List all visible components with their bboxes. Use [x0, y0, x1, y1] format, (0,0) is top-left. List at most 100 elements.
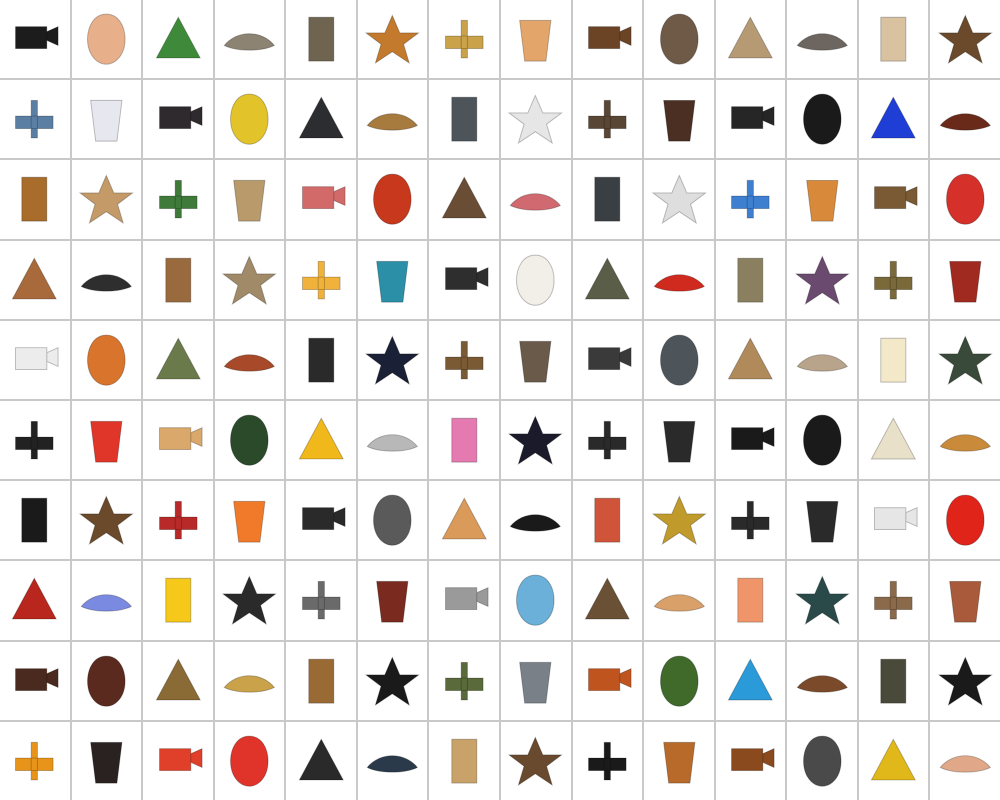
grid-cell: [787, 721, 857, 800]
grid-cell: [71, 641, 142, 720]
grid-cell: [644, 721, 714, 800]
grid-cell: [572, 561, 643, 640]
grid-cell: [0, 481, 70, 560]
cactus-icon: [158, 180, 198, 219]
rubber-glove-icon: [221, 575, 278, 626]
grid-cell: [71, 0, 142, 79]
rolling-pin-icon: [662, 741, 696, 784]
letter-s-icon: [376, 581, 409, 623]
grid-cell: [214, 721, 285, 800]
syringe-icon: [874, 581, 913, 620]
hat-icon: [444, 340, 484, 380]
grid-cell: [858, 160, 929, 239]
grid-cell: [572, 80, 643, 159]
grid-cell: [715, 240, 786, 319]
grid-cell: [286, 240, 356, 319]
grid-cell: [715, 641, 786, 720]
grid-cell: [71, 561, 142, 640]
high-heel-shoe-icon: [588, 741, 627, 781]
grid-cell: [500, 0, 571, 79]
grid-cell: [787, 481, 857, 560]
grid-cell: [0, 0, 70, 79]
grid-cell: [500, 481, 571, 560]
grid-cell: [429, 400, 499, 480]
citrus-juicer-icon: [90, 420, 123, 463]
grid-cell: [286, 561, 356, 640]
grid-cell: [286, 320, 356, 399]
ottoman-box-icon: [21, 497, 48, 543]
grid-cell: [143, 320, 213, 399]
trowel-icon: [796, 674, 848, 693]
gas-can-icon: [949, 260, 982, 303]
muffin-icon: [21, 177, 48, 222]
gingerbread-man-icon: [87, 334, 126, 386]
grid-cell: [644, 641, 714, 720]
grid-cell: [500, 160, 571, 239]
gannet-bird-icon: [508, 94, 564, 145]
propeller-icon: [874, 507, 918, 531]
side-table-icon: [15, 667, 60, 691]
bell-icon: [366, 113, 419, 131]
tortoise-icon: [880, 658, 907, 704]
takeout-box-icon: [945, 494, 985, 546]
grid-cell: [357, 160, 428, 239]
computer-mouse-icon: [870, 417, 917, 460]
dog-icon: [164, 257, 191, 303]
grid-cell: [143, 481, 213, 560]
grid-cell: [214, 240, 285, 319]
grid-cell: [143, 240, 213, 319]
grid-cell: [214, 481, 285, 560]
grid-cell: [930, 400, 1000, 480]
umbrella-icon: [937, 655, 993, 706]
jet-plane-icon: [15, 100, 55, 139]
grid-cell: [0, 400, 70, 480]
table-lamp-icon: [230, 414, 269, 466]
penguin-icon: [509, 514, 562, 532]
grid-cell: [214, 641, 285, 720]
grid-cell: [858, 400, 929, 480]
grid-cell: [214, 320, 285, 399]
grid-cell: [644, 400, 714, 480]
nightstand-icon: [78, 174, 135, 225]
squirrel-icon: [441, 176, 487, 219]
grid-cell: [715, 481, 786, 560]
grid-cell: [71, 400, 142, 480]
grid-cell: [858, 481, 929, 560]
grass-leaves-icon: [155, 336, 201, 380]
foot-icon: [594, 497, 621, 543]
grid-cell: [143, 80, 213, 159]
grid-cell: [429, 481, 499, 560]
grid-cell: [644, 160, 714, 239]
fawn-icon: [12, 256, 58, 299]
teddy-bear-icon: [308, 658, 335, 704]
pill-bug-icon: [937, 334, 993, 385]
grid-cell: [0, 80, 70, 159]
grid-cell: [71, 721, 142, 800]
grid-cell: [71, 80, 142, 159]
grid-cell: [858, 240, 929, 319]
grid-cell: [357, 320, 428, 399]
bathtub-icon: [298, 96, 344, 139]
sea-lion-icon: [584, 577, 631, 620]
ice-cream-cone-icon: [880, 337, 907, 383]
grid-cell: [286, 160, 356, 239]
arrowhead-icon: [880, 16, 907, 62]
bust-statue-icon: [584, 256, 631, 299]
grid-cell: [214, 0, 285, 79]
skull-icon: [796, 354, 848, 372]
grid-cell: [429, 160, 499, 239]
grid-cell: [286, 0, 356, 79]
birdhouse-icon: [588, 100, 627, 139]
grid-cell: [930, 320, 1000, 399]
handbag-icon: [364, 334, 421, 385]
grid-cell: [858, 80, 929, 159]
microphone-icon: [662, 420, 696, 463]
baby-bottle-icon: [90, 100, 123, 142]
microscope-icon: [731, 426, 775, 450]
grid-cell: [429, 0, 499, 79]
grid-cell: [572, 240, 643, 319]
hair-dryer-icon: [308, 337, 335, 383]
gavel-icon: [731, 747, 775, 771]
grid-cell: [787, 561, 857, 640]
